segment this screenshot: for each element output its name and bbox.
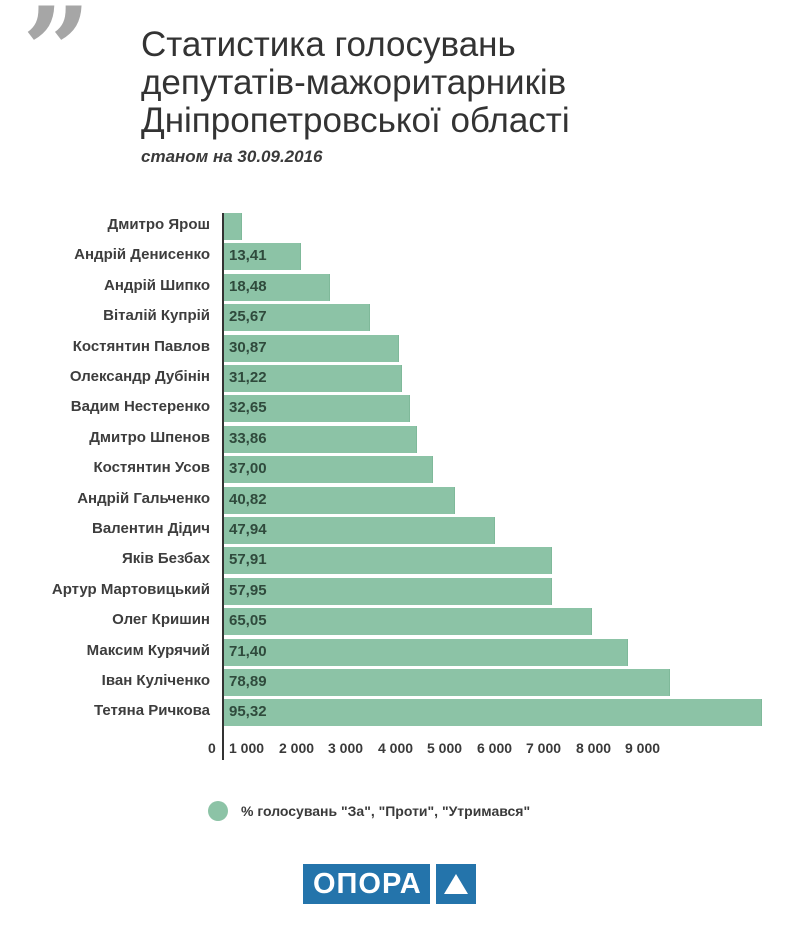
bar: [224, 213, 242, 240]
category-label: Дмитро Шпенов: [89, 428, 210, 446]
category-label: Андрій Денисенко: [74, 246, 210, 264]
category-label: Костянтин Усов: [93, 459, 210, 477]
bar: 31,22: [224, 365, 402, 392]
bar: 57,95: [224, 577, 552, 605]
bar-value-label: 40,82: [229, 490, 267, 508]
bar: 25,67: [224, 304, 370, 332]
bar-row: Іван Куліченко 78,89: [0, 669, 800, 696]
bar-value-label: 71,40: [229, 642, 267, 660]
bar-value-label: 37,00: [229, 460, 267, 478]
bar-row: Артур Мартовицький 57,95: [0, 577, 800, 605]
bar-row: Тетяна Ричкова 95,32: [0, 699, 800, 727]
bar-row: Андрій Гальченко 40,82: [0, 486, 800, 514]
x-tick-label: 1 000: [229, 740, 265, 756]
bar: 78,89: [224, 669, 670, 696]
title-line-2: депутатів-мажоритарників: [141, 63, 567, 102]
x-axis-ticks: 0 1 000 2 000 3 000 4 000 5 000 6 000 7 000 8 00…: [0, 740, 800, 760]
bar-value-label: 78,89: [229, 673, 267, 690]
legend-label: % голосувань "За", "Проти", "Утримався": [241, 803, 531, 819]
bar-value-label: 25,67: [229, 308, 267, 326]
bar-value-label: 13,41: [229, 247, 267, 265]
category-label: Валентин Дідич: [91, 520, 210, 537]
bar-row: Костянтин Усов 37,00: [0, 456, 800, 484]
x-tick-label: 9 000: [625, 740, 661, 756]
bar-value-label: 57,95: [229, 581, 267, 599]
bar: 37,00: [224, 456, 433, 484]
bar-row: Олександр Дубінін 31,22: [0, 365, 800, 392]
bar: 95,32: [224, 699, 762, 727]
bar: 57,91: [224, 547, 552, 575]
x-tick-label: 7 000: [526, 740, 562, 756]
chart-subtitle: станом на 30.09.2016: [141, 147, 323, 166]
bar-row: Дмитро Шпенов 33,86: [0, 425, 800, 453]
category-label: Вадим Нестеренко: [70, 398, 210, 416]
bar: 32,65: [224, 395, 410, 423]
chart-title: Статистика голосувань депутатів-мажорита…: [141, 26, 570, 140]
category-label: Тетяна Ричкова: [93, 702, 210, 720]
bar-row: Вадим Нестеренко 32,65: [0, 395, 800, 423]
x-tick-label: 4 000: [378, 740, 414, 756]
category-label: Андрій Гальченко: [77, 489, 210, 507]
opora-logo: ОПОРА: [303, 864, 476, 904]
bar-row: Віталій Купрій 25,67: [0, 304, 800, 332]
bar: 13,41: [224, 243, 301, 271]
x-tick-label: 5 000: [427, 740, 463, 756]
category-label: Дмитро Ярош: [107, 216, 210, 233]
bar: 71,40: [224, 638, 628, 666]
quote-mark-icon: ”: [22, 0, 91, 122]
bar-row: Валентин Дідич 47,94: [0, 517, 800, 544]
category-label: Яків Безбах: [121, 550, 210, 568]
x-tick-label: 6 000: [477, 740, 513, 756]
legend-swatch-icon: [208, 801, 228, 821]
bar: 30,87: [224, 334, 399, 362]
bar-value-label: 30,87: [229, 338, 267, 356]
bar: 40,82: [224, 486, 455, 514]
x-tick-label: 3 000: [328, 740, 364, 756]
category-label: Артур Мартовицький: [51, 580, 210, 598]
bar-value-label: 18,48: [229, 277, 267, 295]
bar-value-label: 47,94: [229, 521, 267, 538]
bar-value-label: 95,32: [229, 703, 267, 721]
bar-value-label: 32,65: [229, 399, 267, 417]
bar-row: Олег Кришин 65,05: [0, 608, 800, 636]
title-line-1: Статистика голосувань: [141, 25, 516, 64]
bar-row: Дмитро Ярош: [0, 213, 800, 240]
x-tick-label: 8 000: [576, 740, 612, 756]
category-label: Костянтин Павлов: [72, 337, 210, 355]
bar: 33,86: [224, 425, 417, 453]
bar-row: Андрій Денисенко 13,41: [0, 243, 800, 271]
logo-text: ОПОРА: [303, 864, 430, 904]
bar-value-label: 33,86: [229, 429, 267, 447]
bar: 65,05: [224, 608, 592, 636]
bar: 18,48: [224, 273, 330, 301]
category-label: Максим Курячий: [86, 641, 210, 659]
bar-row: Яків Безбах 57,91: [0, 547, 800, 575]
bar-row: Костянтин Павлов 30,87: [0, 334, 800, 362]
x-tick-label: 2 000: [279, 740, 315, 756]
y-axis-line: [222, 213, 224, 760]
category-label: Андрій Шипко: [104, 276, 210, 294]
bar-value-label: 57,91: [229, 551, 267, 569]
bar-row: Андрій Шипко 18,48: [0, 273, 800, 301]
legend: % голосувань "За", "Проти", "Утримався": [208, 801, 530, 821]
bar-row: Максим Курячий 71,40: [0, 638, 800, 666]
bar-value-label: 65,05: [229, 612, 267, 630]
bar: 47,94: [224, 517, 495, 544]
category-label: Віталій Купрій: [103, 307, 210, 325]
triangle-icon: [435, 864, 476, 904]
category-label: Олег Кришин: [112, 611, 210, 629]
x-tick-label: 0: [208, 740, 216, 756]
bar-value-label: 31,22: [229, 369, 267, 386]
title-line-3: Дніпропетровської області: [141, 101, 570, 140]
category-label: Олександр Дубінін: [69, 368, 210, 385]
category-label: Іван Куліченко: [101, 672, 210, 689]
